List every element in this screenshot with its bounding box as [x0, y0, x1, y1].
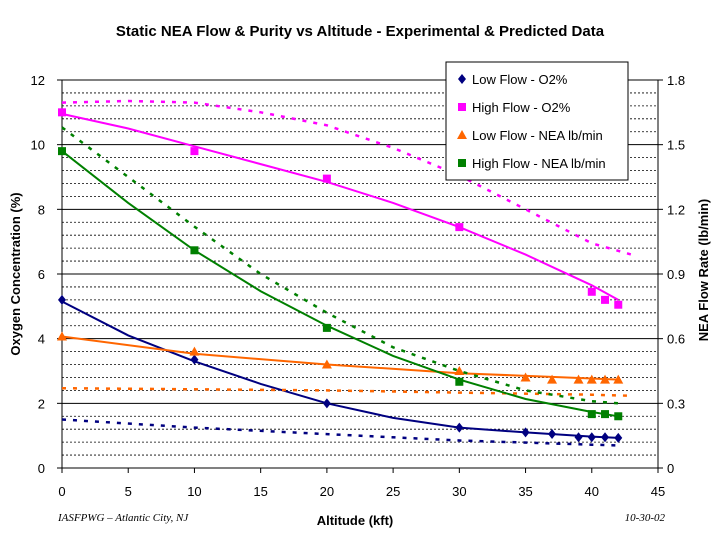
data-point — [322, 323, 331, 332]
x-tick-label: 25 — [386, 484, 400, 499]
data-point — [613, 374, 624, 384]
data-point — [520, 372, 531, 382]
experimental-line — [61, 150, 619, 418]
x-tick-label: 5 — [125, 484, 132, 499]
data-point — [574, 432, 583, 443]
data-point — [57, 331, 67, 341]
series-1 — [58, 99, 632, 309]
y2-tick-label: 0.6 — [667, 332, 685, 347]
y-tick-label: 10 — [31, 138, 45, 153]
x-tick-label: 10 — [187, 484, 201, 499]
data-point — [58, 294, 66, 305]
data-point — [547, 374, 558, 384]
data-point — [586, 374, 597, 384]
series-group — [57, 99, 632, 447]
data-point — [455, 223, 464, 232]
footer-right: 10-30-02 — [625, 512, 666, 524]
data-point — [322, 174, 331, 183]
y2-tick-label: 0 — [667, 461, 674, 476]
legend-entry: Low Flow - O2% — [472, 72, 568, 87]
legend-marker — [458, 74, 466, 84]
y2-tick-label: 1.8 — [667, 73, 685, 88]
data-point — [455, 377, 464, 386]
x-tick-label: 35 — [518, 484, 532, 499]
data-point — [601, 432, 610, 443]
y2-axis-label: NEA Flow Rate (lb/min) — [696, 199, 711, 342]
series-2 — [57, 331, 632, 398]
x-tick-label: 40 — [585, 484, 599, 499]
data-point — [600, 374, 611, 384]
data-point — [189, 346, 200, 356]
data-point — [58, 108, 66, 117]
legend-box — [445, 61, 629, 181]
legend-entry: High Flow - O2% — [472, 100, 571, 115]
legend-entry: Low Flow - NEA lb/min — [472, 128, 603, 143]
y-tick-label: 12 — [31, 73, 45, 88]
x-tick-label: 20 — [320, 484, 334, 499]
footer-left: IASFPWG – Atlantic City, NJ — [57, 512, 189, 524]
series-3 — [58, 126, 623, 421]
data-point — [454, 366, 465, 375]
predicted-line — [61, 126, 619, 405]
y-axis-label: Oxygen Concentration (%) — [8, 192, 23, 355]
data-point — [190, 147, 199, 156]
predicted-line — [61, 99, 632, 256]
y2-tick-label: 0.9 — [667, 267, 685, 282]
experimental-line — [61, 300, 619, 439]
data-point — [587, 432, 596, 443]
x-tick-label: 30 — [452, 484, 466, 499]
y2-tick-label: 0.3 — [667, 396, 685, 411]
y2-tick-label: 1.2 — [667, 202, 685, 217]
x-tick-label: 45 — [651, 484, 665, 499]
legend-marker — [457, 130, 467, 139]
x-axis-label: Altitude (kft) — [317, 513, 394, 528]
data-point — [321, 359, 332, 369]
x-axis-ticks: 0 5 10 15 20 25 30 35 40 45 — [58, 468, 665, 499]
data-point — [614, 300, 623, 309]
data-point — [587, 410, 596, 419]
y2-tick-label: 1.5 — [667, 138, 685, 153]
series-0 — [58, 294, 623, 447]
y-tick-label: 2 — [38, 396, 45, 411]
experimental-line — [61, 112, 619, 301]
data-point — [58, 147, 66, 156]
data-point — [521, 427, 530, 438]
x-tick-label: 0 — [58, 484, 65, 499]
data-point — [601, 410, 610, 419]
data-point — [601, 295, 610, 304]
data-point — [322, 398, 331, 409]
experimental-line — [61, 335, 619, 381]
y2-axis-ticks: 0 0.3 0.6 0.9 1.2 1.5 1.8 — [658, 73, 685, 476]
data-point — [614, 412, 623, 421]
legend-marker — [458, 159, 466, 167]
y-tick-label: 0 — [38, 461, 45, 476]
y-tick-label: 6 — [38, 267, 45, 282]
data-point — [190, 246, 199, 255]
x-tick-label: 15 — [253, 484, 267, 499]
data-point — [573, 374, 584, 384]
data-point — [548, 429, 557, 440]
data-point — [190, 354, 199, 365]
y-tick-label: 4 — [38, 332, 45, 347]
legend: Low Flow - O2% High Flow - O2% Low Flow - … — [445, 61, 629, 181]
data-point — [587, 287, 596, 296]
data-point — [455, 422, 464, 433]
legend-marker — [458, 103, 466, 111]
predicted-line — [61, 418, 619, 447]
chart-title: Static NEA Flow & Purity vs Altitude - E… — [116, 23, 605, 40]
predicted-line — [61, 386, 632, 398]
y-tick-label: 8 — [38, 202, 45, 217]
data-point — [614, 432, 623, 443]
legend-entry: High Flow - NEA lb/min — [472, 156, 606, 171]
y-axis-ticks: 0 2 4 6 8 10 12 — [31, 73, 62, 476]
